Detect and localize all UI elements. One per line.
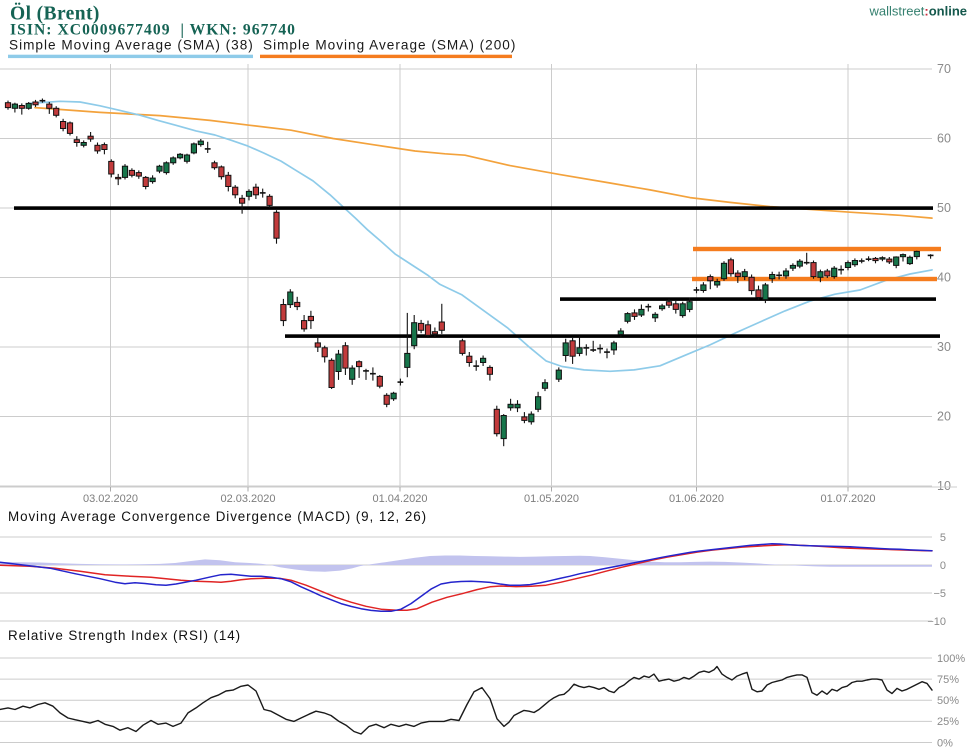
svg-text:01.07.2020: 01.07.2020 (820, 493, 875, 505)
svg-text:25%: 25% (937, 716, 959, 728)
svg-text:Relative Strength Index (RSI): Relative Strength Index (RSI) (14) (8, 628, 241, 643)
svg-text:Öl (Brent): Öl (Brent) (10, 4, 100, 25)
svg-text:70: 70 (937, 62, 951, 76)
svg-text:01.05.2020: 01.05.2020 (524, 493, 579, 505)
svg-text:50%: 50% (937, 695, 959, 707)
svg-text:01.04.2020: 01.04.2020 (372, 493, 427, 505)
svg-text:10: 10 (937, 479, 951, 493)
svg-text:−10: −10 (927, 616, 946, 628)
svg-text:Simple Moving Average (SMA) (3: Simple Moving Average (SMA) (38) (9, 38, 254, 53)
svg-text:ISIN: XC0009677409 | WKN: 967: ISIN: XC0009677409 | WKN: 967740 (10, 21, 296, 38)
svg-text:100%: 100% (937, 653, 965, 665)
svg-text:75%: 75% (937, 674, 959, 686)
svg-text:0%: 0% (937, 737, 953, 749)
svg-text:02.03.2020: 02.03.2020 (220, 493, 275, 505)
svg-text:5: 5 (940, 532, 946, 544)
svg-text:20: 20 (937, 410, 951, 424)
svg-text:01.06.2020: 01.06.2020 (669, 493, 724, 505)
svg-text:03.02.2020: 03.02.2020 (83, 493, 138, 505)
svg-text:Simple Moving Average (SMA) (2: Simple Moving Average (SMA) (200) (263, 38, 516, 53)
svg-text:0: 0 (940, 560, 946, 572)
svg-text:wallstreet:online: wallstreet:online (868, 4, 967, 19)
svg-text:Moving Average Convergence Div: Moving Average Convergence Divergence (M… (8, 509, 427, 524)
svg-text:40: 40 (937, 271, 951, 285)
svg-text:60: 60 (937, 132, 951, 146)
svg-text:30: 30 (937, 340, 951, 354)
svg-text:−5: −5 (933, 588, 946, 600)
svg-text:50: 50 (937, 201, 951, 215)
